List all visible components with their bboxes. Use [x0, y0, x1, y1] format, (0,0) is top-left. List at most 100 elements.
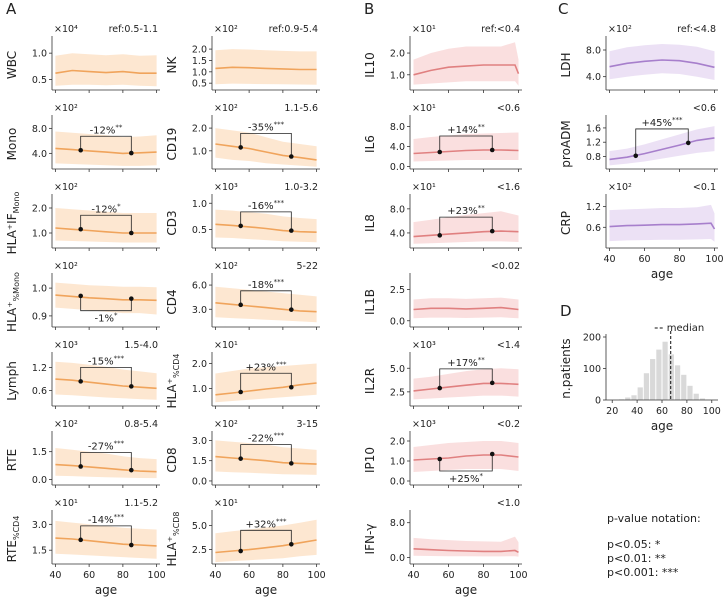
y-axis-label: CD3 — [165, 210, 179, 235]
y-tick-label: 4.0 — [32, 149, 47, 160]
reference-range: ref:<0.4 — [481, 24, 520, 35]
significance-stars: * — [117, 202, 121, 210]
confidence-band — [609, 204, 715, 242]
bracket-point — [289, 307, 294, 312]
y-tick-label: 1.5 — [32, 546, 47, 557]
y-axis-label: proADM — [559, 120, 573, 167]
y-tick-label: 1.5 — [32, 447, 47, 458]
panel-il6: 0.0 4.0 8.0 ×10¹ <0.6 IL6 +14%** — [363, 103, 522, 173]
trend-line — [609, 59, 715, 69]
bracket-point — [78, 537, 83, 543]
reference-range: 5-22 — [296, 261, 318, 272]
significance-stars: *** — [276, 360, 287, 368]
bracket-line — [80, 366, 132, 387]
y-tick-label: 4.0 — [390, 142, 405, 153]
x-axis-label: age — [455, 583, 477, 597]
y-tick-label: 1.2 — [586, 202, 601, 213]
x-axis-label: age — [95, 583, 117, 597]
y-tick-label: 2.0 — [390, 49, 405, 60]
trend-line — [55, 69, 157, 74]
change-label: -14%*** — [88, 513, 125, 526]
confidence-band — [55, 520, 157, 559]
reference-range: <0.2 — [497, 419, 520, 430]
reference-range: <0.6 — [693, 103, 716, 114]
bracket-line — [80, 452, 132, 471]
pvalue-note: p<0.001: *** — [607, 566, 679, 579]
bracket-point — [129, 150, 134, 156]
histogram-bar — [674, 365, 681, 400]
y-tick-label: 3.0 — [32, 520, 47, 531]
y-tick-label: 1.0 — [192, 67, 207, 78]
significance-bracket: +23%** — [437, 204, 495, 238]
y-axis-label: IL10 — [363, 52, 377, 78]
x-tick-label: 60 — [442, 570, 454, 581]
confidence-band — [413, 297, 519, 319]
significance-stars: *** — [274, 120, 285, 128]
bracket-point — [289, 228, 294, 233]
reference-range: 3-15 — [296, 419, 318, 430]
bracket-point — [437, 385, 443, 391]
bracket-point — [238, 302, 243, 308]
y-tick-label: 1.0 — [32, 229, 47, 240]
scale-factor: ×10¹ — [412, 103, 436, 114]
panel-grid: 0.51.0×10⁴ ref:0.5-1.1WBC0.51.01.52.0×10²… — [5, 24, 724, 581]
change-label: -27%*** — [88, 439, 125, 452]
y-tick-label: 2.0 — [192, 45, 207, 56]
y-tick-label: 0.0 — [390, 553, 405, 564]
trend-line — [215, 455, 317, 465]
panel-cd3: 0.5 1.0 ×10³ 1.0-3.2 CD3 -16%*** — [165, 182, 320, 251]
bracket-point — [78, 293, 83, 299]
bracket-point — [129, 542, 134, 548]
x-tick-label: 80 — [277, 570, 289, 581]
panel-il8: 4.0 8.0 ×10¹ <1.6 IL8 +23%** — [363, 182, 522, 251]
y-axis-label: CD8 — [165, 447, 179, 472]
y-tick-label: 0.0 — [192, 476, 207, 487]
x-tick-label: 80 — [117, 570, 129, 581]
histogram-bar — [662, 341, 668, 400]
scale-factor: ×10¹ — [54, 498, 78, 509]
scale-factor: ×10² — [608, 24, 632, 35]
x-axis-label: age — [651, 267, 673, 281]
bracket-point — [489, 147, 495, 153]
y-tick-label: 5.0 — [390, 364, 405, 375]
change-label: +25%* — [449, 472, 484, 485]
significance-stars: ** — [478, 123, 486, 131]
y-tick-label: 4.0 — [390, 228, 405, 239]
histogram-bar — [637, 387, 643, 400]
y-axis-label: HLA⁺%Mono — [5, 272, 21, 332]
bracket-line — [80, 214, 132, 233]
bracket-point — [289, 461, 294, 466]
scale-factor: ×10² — [214, 261, 238, 272]
significance-stars: ** — [478, 356, 486, 364]
bracket-line — [80, 295, 132, 312]
panel-mono: 4.0 8.0 ×10² Mono -12%** — [5, 103, 160, 172]
trend-line — [413, 149, 519, 155]
trend-line — [55, 294, 157, 302]
change-label: -35%*** — [248, 120, 285, 133]
significance-stars: *** — [672, 116, 683, 124]
bracket-point — [238, 456, 243, 461]
y-tick-label: 1.0 — [192, 199, 207, 210]
y-axis-label: HLA⁺%CD8 — [165, 512, 181, 567]
x-tick-label: 100 — [148, 570, 166, 581]
histogram-bar — [687, 385, 693, 400]
y-tick-label: 1.5 — [192, 56, 207, 67]
bracket-point — [238, 389, 243, 395]
y-tick-label: 0.0 — [390, 316, 405, 327]
bracket-point — [78, 226, 83, 232]
y-tick-label: 8.0 — [32, 124, 47, 135]
trend-line — [413, 306, 519, 311]
significance-stars: ** — [115, 123, 123, 131]
scale-factor: ×10² — [54, 182, 78, 193]
histogram-bar — [650, 359, 656, 400]
bracket-point — [437, 233, 443, 238]
pvalue-note: p<0.01: ** — [607, 552, 666, 565]
y-tick-label: 0 — [595, 396, 601, 407]
reference-range: <1.6 — [497, 182, 520, 193]
bracket-point — [437, 456, 443, 462]
change-label: +14%** — [447, 123, 485, 136]
significance-stars: * — [114, 312, 118, 320]
y-tick-label: 2.5 — [192, 545, 207, 556]
change-label: +17%** — [447, 356, 485, 369]
y-axis-label: RTE%CD4 — [5, 516, 21, 563]
